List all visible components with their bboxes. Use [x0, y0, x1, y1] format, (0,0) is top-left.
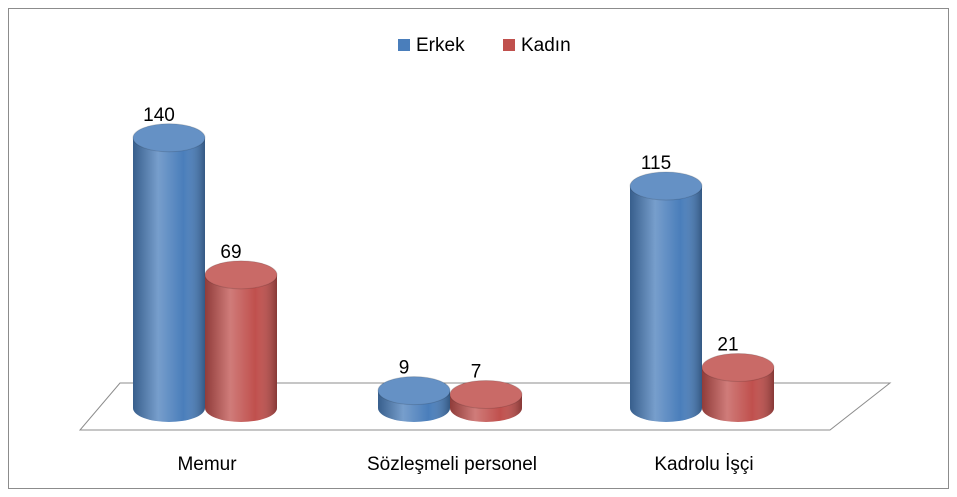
- cylinder-top-shade: [450, 380, 522, 409]
- data-label: 140: [143, 105, 175, 126]
- cylinder-top: [629, 171, 703, 201]
- x-tick-label: Sözleşmeli personel: [367, 454, 537, 475]
- legend-label: Kadın: [521, 35, 571, 56]
- cylinder-top: [449, 379, 523, 409]
- cylinder-top: [701, 352, 775, 382]
- legend-swatch: [503, 39, 515, 51]
- data-label: 21: [717, 334, 738, 355]
- cylinder-top: [377, 376, 451, 406]
- x-tick-label: Memur: [177, 454, 237, 475]
- cylinder-shade: [702, 367, 774, 422]
- data-label: 69: [220, 242, 241, 263]
- x-tick-label: Kadrolu İşçi: [654, 454, 753, 475]
- legend-swatch: [398, 39, 410, 51]
- cylinder-shade: [133, 137, 205, 423]
- cylinder-top: [132, 123, 206, 153]
- data-label: 115: [641, 153, 671, 174]
- legend-label: Erkek: [416, 35, 465, 56]
- data-label: 7: [471, 362, 482, 383]
- cylinder-top: [204, 260, 278, 290]
- cylinder-top-shade: [630, 172, 702, 201]
- cylinder-shade: [205, 274, 277, 422]
- cylinder-top-shade: [702, 353, 774, 382]
- data-label: 9: [399, 358, 410, 379]
- cylinder-shade: [630, 186, 702, 422]
- cylinder-top-shade: [205, 260, 277, 289]
- cylinder-top-shade: [133, 123, 205, 152]
- cylinder-top-shade: [378, 376, 450, 405]
